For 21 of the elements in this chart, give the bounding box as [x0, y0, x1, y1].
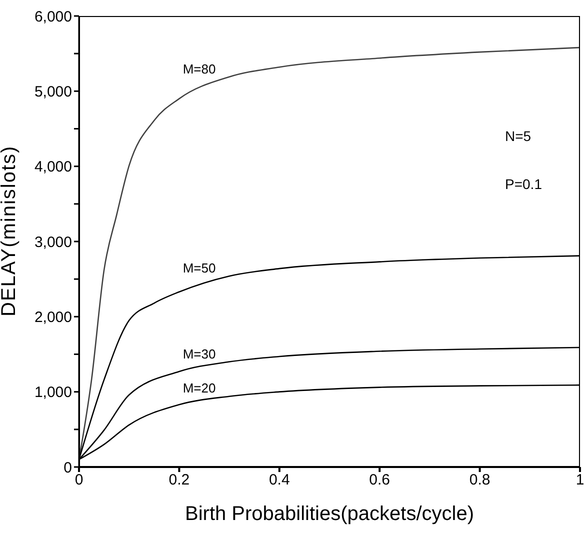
x-tick-label: 1 — [576, 472, 584, 489]
y-tick-label: 4,000 — [34, 158, 72, 176]
x-tick-label: 0.6 — [369, 472, 390, 489]
y-tick-label: 5,000 — [34, 83, 72, 100]
annotation: P=0.1 — [505, 176, 542, 192]
annotation: N=5 — [505, 128, 532, 144]
y-axis-title: DELAY(minislots) — [0, 145, 20, 316]
x-axis-title: Birth Probabilities(packets/cycle) — [185, 503, 474, 525]
y-tick-label: 3,000 — [34, 234, 72, 251]
y-tick-label: 1,000 — [34, 384, 72, 402]
x-tick-label: 0 — [74, 472, 84, 489]
series-label: M=20 — [182, 380, 216, 396]
x-tick-label: 0.4 — [268, 472, 290, 489]
x-tick-label: 0.8 — [469, 472, 490, 489]
series-label: M=30 — [182, 346, 216, 362]
series-label: M=50 — [182, 260, 216, 276]
y-tick-label: 6,000 — [34, 8, 72, 26]
y-tick-label: 2,000 — [34, 308, 72, 326]
series-label: M=80 — [182, 61, 216, 76]
x-tick-label: 0.2 — [168, 472, 190, 489]
y-tick-label: 0 — [64, 459, 72, 476]
